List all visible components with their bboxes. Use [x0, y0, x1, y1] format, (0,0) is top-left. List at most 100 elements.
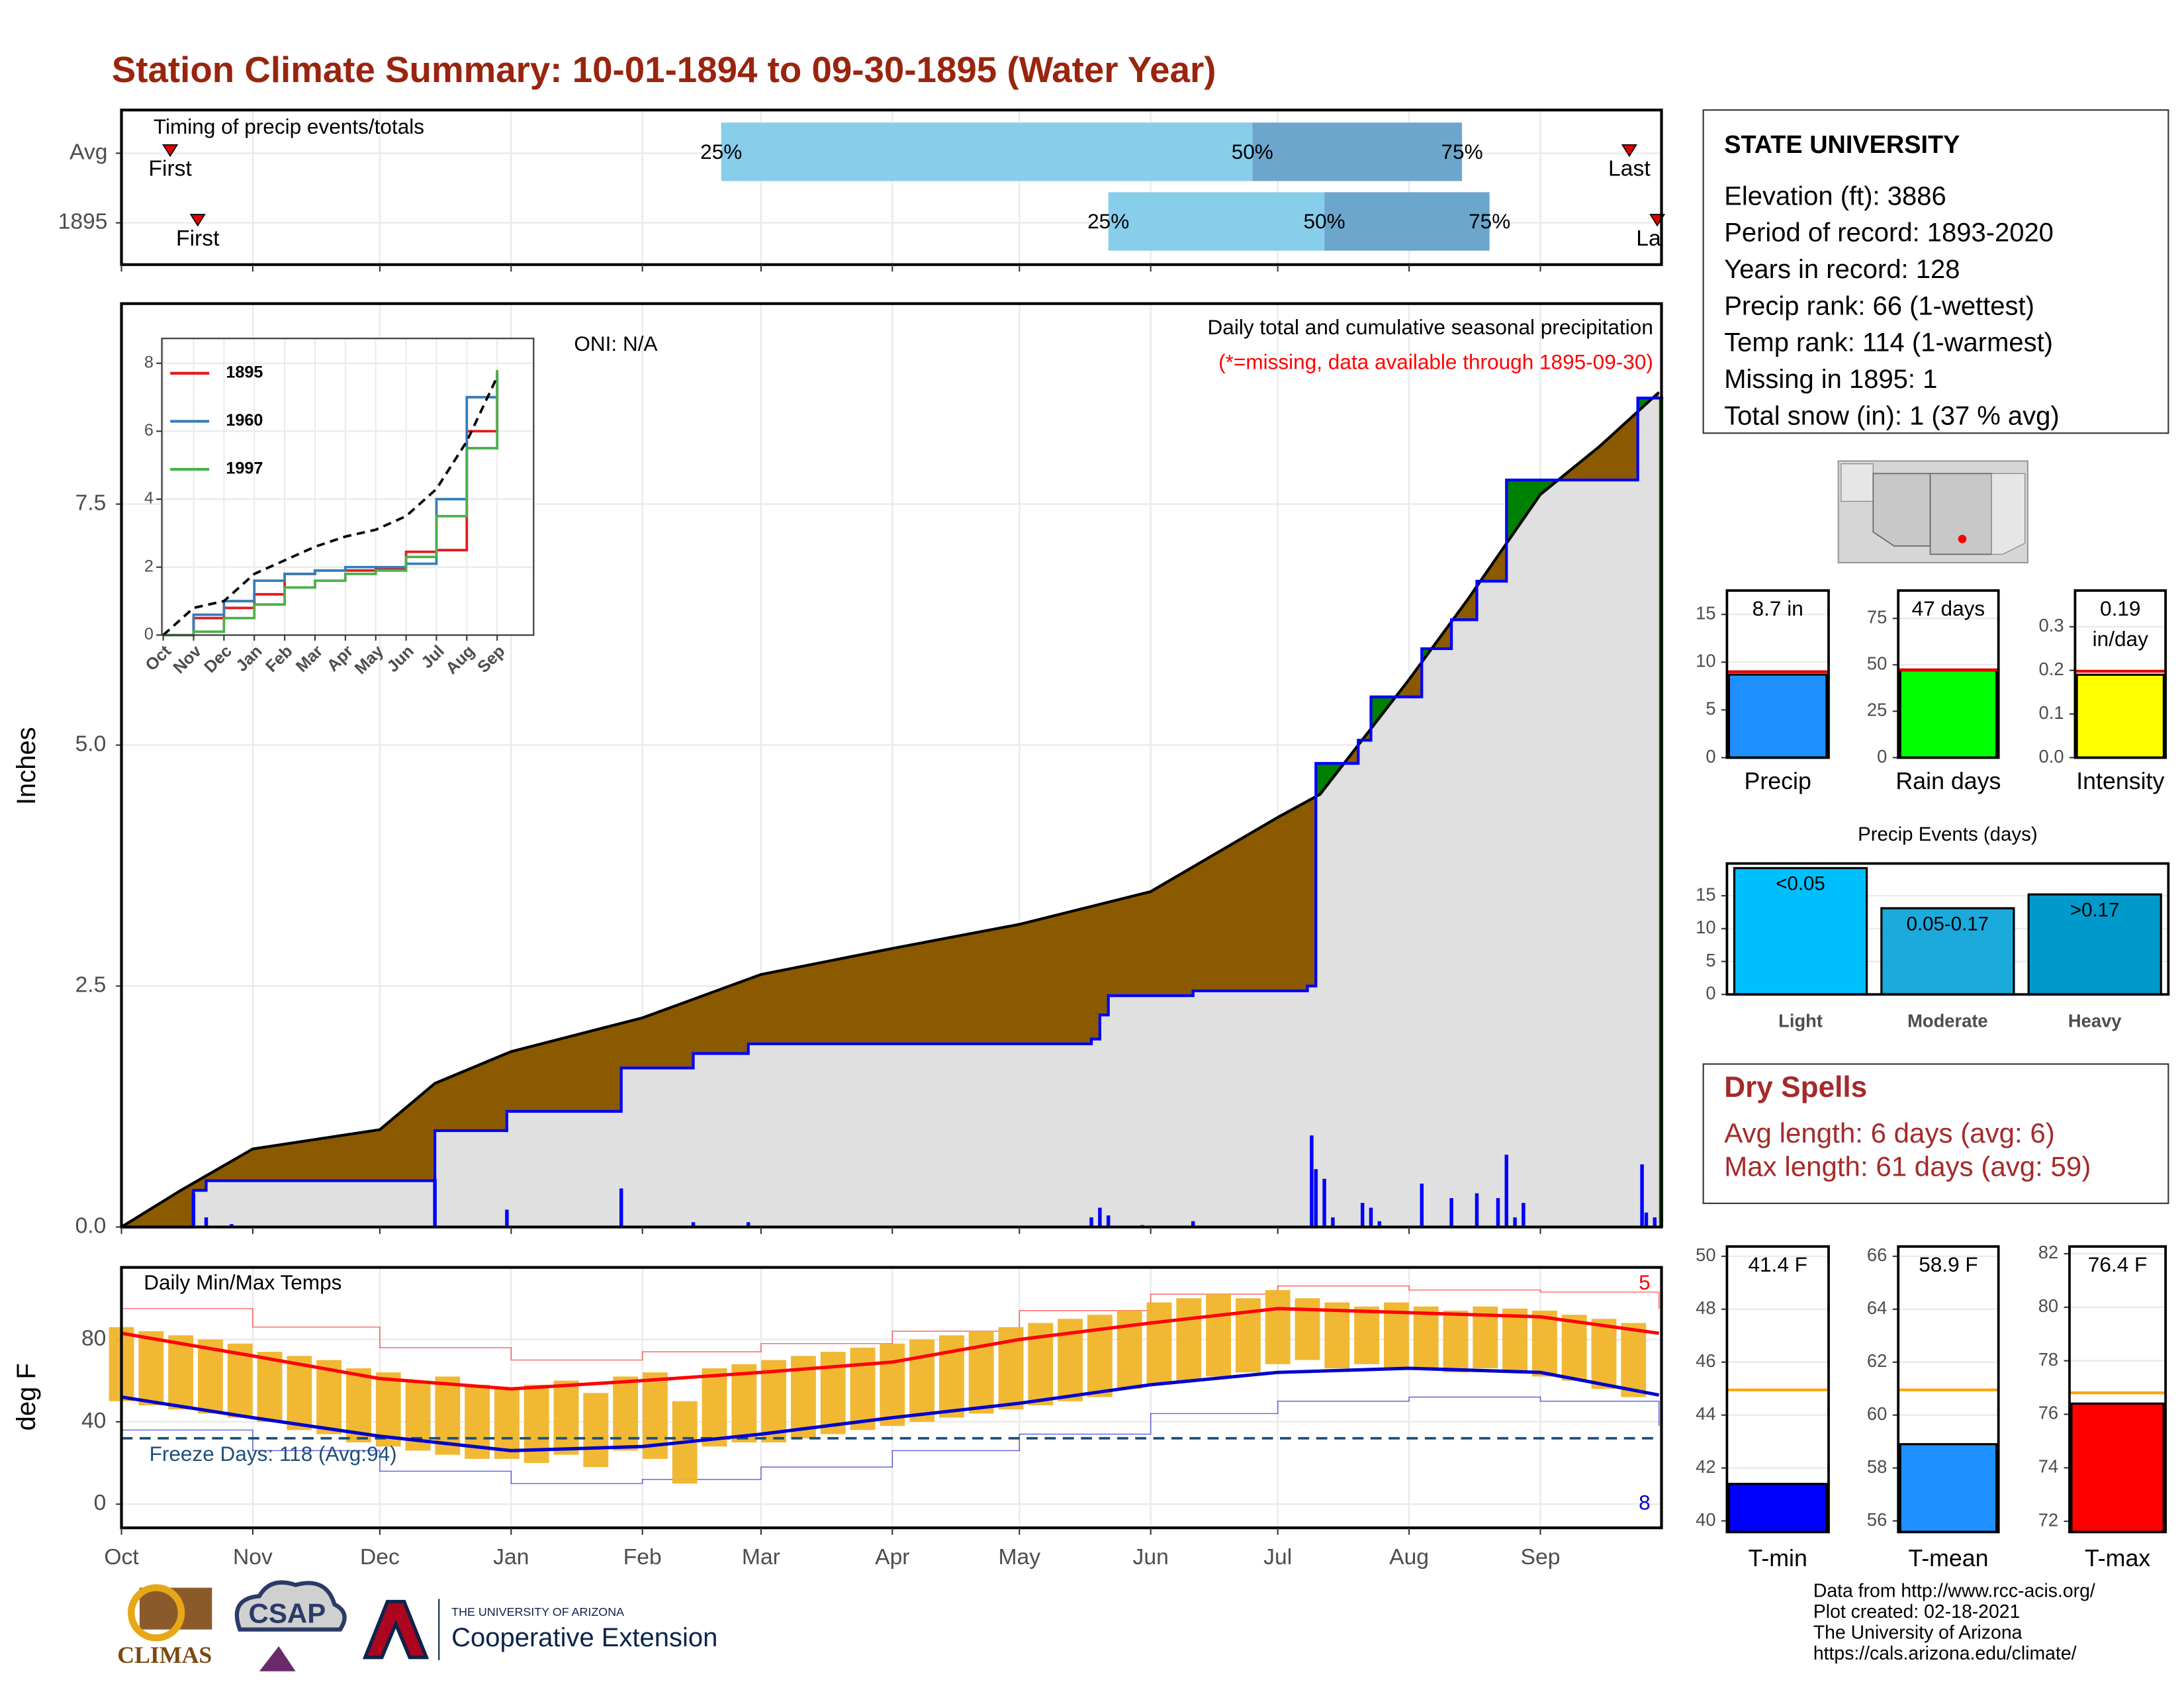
footer-line: The University of Arizona: [1813, 1622, 2023, 1643]
map-state: [1872, 473, 1931, 547]
x-tick-label: Nov: [233, 1545, 273, 1570]
bin-label: 0.05-0.17: [1906, 912, 1989, 935]
panel-subtitle: (*=missing, data available through 1895-…: [1218, 350, 1653, 373]
bar-panel-frame: [2068, 1245, 2167, 1534]
category-label: Intensity: [2076, 768, 2164, 794]
y-tick-label: 0.3: [2039, 615, 2064, 635]
temp-range-bar: [1531, 1310, 1557, 1377]
category-label: Heavy: [2068, 1011, 2122, 1031]
daily-bar: [505, 1209, 509, 1227]
temp-range-bar: [1324, 1302, 1350, 1369]
temp-range-bar: [1413, 1306, 1439, 1369]
y-tick-label: 2.5: [75, 972, 107, 997]
value-label: 47 days: [1911, 597, 1985, 622]
y-tick-label: 2: [144, 557, 154, 575]
y-tick-label: 44: [1696, 1403, 1715, 1424]
daily-bar: [204, 1217, 208, 1227]
inset-average-line: [162, 376, 498, 636]
observed-area: [121, 398, 1659, 1227]
bar-panel-frame: [1897, 589, 2000, 759]
daily-bar: [1322, 1178, 1326, 1227]
dry-spells-detail: Avg length: 6 days (avg: 6): [1724, 1117, 2055, 1149]
bar: [1899, 1443, 1998, 1533]
bar: [1727, 1483, 1828, 1533]
y-tick-label: 40: [1696, 1509, 1715, 1530]
y-tick-label: 78: [2038, 1349, 2058, 1370]
value-label-box: 0.19 in/day: [2093, 598, 2148, 652]
daily-bar: [1310, 1135, 1314, 1227]
x-tick-label: Mar: [742, 1545, 780, 1570]
temp-range-bar: [731, 1364, 757, 1442]
bin-label-box: <0.05: [1776, 872, 1825, 895]
normal-high-line: [121, 1307, 1660, 1391]
climas-emblem: [128, 1584, 185, 1642]
value-label: 8.7 in: [1752, 597, 1803, 622]
event-marker: [189, 214, 206, 227]
y-tick-label: 0.0: [2039, 746, 2064, 767]
temp-range-bar: [1561, 1315, 1587, 1381]
station-detail: Missing in 1895: 1: [1724, 365, 1937, 394]
daily-bar: [1653, 1217, 1657, 1227]
panel-frame: [120, 109, 1663, 266]
bar: [1733, 867, 1868, 996]
page-title: Station Climate Summary: 10-01-1894 to 0…: [112, 49, 1216, 90]
ua-small-logo: THE UNIVERSITY OF ARIZONA: [451, 1605, 624, 1618]
daily-bar: [1420, 1184, 1424, 1227]
y-tick-label: 1895: [58, 210, 108, 234]
y-tick-label: 75: [1867, 606, 1887, 627]
daily-bar: [1513, 1217, 1517, 1227]
category-label: T-max: [2085, 1545, 2150, 1571]
oni-label: ONI: N/A: [574, 332, 657, 355]
temp-range-bar: [168, 1335, 194, 1410]
bar-panel-frame: [1725, 1245, 1830, 1534]
y-tick-label: 8: [144, 353, 154, 371]
y-tick-label: 72: [2038, 1509, 2058, 1530]
record-high-line: [121, 1285, 1660, 1361]
temp-range-bar: [1443, 1310, 1469, 1373]
category-label: Light: [1778, 1011, 1823, 1031]
bar-panel-frame: [1897, 1245, 2000, 1534]
temp-range-bar: [553, 1380, 579, 1455]
temp-range-bar: [138, 1331, 164, 1405]
quartile-label: 25%: [1087, 209, 1129, 233]
dry-spells-detail: Max length: 61 days (avg: 59): [1724, 1150, 2091, 1182]
map-state: [1991, 473, 2026, 555]
y-tick-label: 46: [1696, 1350, 1715, 1371]
y-tick-label: 5.0: [75, 731, 107, 756]
daily-bar: [619, 1188, 623, 1227]
x-tick-label: Sep: [1521, 1545, 1561, 1570]
y-tick-label: 74: [2038, 1456, 2058, 1477]
value-label-box: 58.9 F: [1919, 1253, 1978, 1278]
ua-block-a: [362, 1599, 430, 1660]
category-label: T-min: [1749, 1545, 1807, 1571]
event-label: First: [148, 157, 192, 181]
bar: [2070, 1402, 2165, 1533]
climas-logo: CLIMAS: [117, 1642, 212, 1668]
y-tick-label: 5: [1706, 950, 1715, 970]
temp-range-bar: [1502, 1308, 1528, 1373]
y-tick-label: 7.5: [75, 491, 107, 515]
y-tick-label: 25: [1867, 700, 1887, 720]
station-location: [1958, 534, 1967, 543]
quartile-label: 50%: [1304, 209, 1345, 233]
daily-bar: [1475, 1193, 1479, 1227]
ua-large-logo: Cooperative Extension: [451, 1623, 717, 1652]
footer-line: https://cals.arizona.edu/climate/: [1813, 1643, 2077, 1664]
x-tick-label: Feb: [623, 1545, 662, 1570]
value-label: 58.9 F: [1919, 1253, 1978, 1278]
temp-range-bar: [494, 1389, 520, 1459]
quartile-label: 50%: [1232, 140, 1273, 164]
temp-range-bar: [1206, 1294, 1232, 1377]
temp-range-bar: [702, 1368, 727, 1447]
y-tick-label: 6: [144, 421, 154, 440]
bar: [2027, 893, 2162, 996]
temp-range-bar: [1591, 1319, 1617, 1389]
temp-range-bar: [820, 1352, 846, 1434]
category-label: Rain days: [1895, 768, 2001, 794]
bar-panel-frame: [1725, 862, 2170, 996]
daily-bar: [746, 1222, 751, 1227]
category-label: T-mean: [1908, 1545, 1988, 1571]
bar-panel-title: Precip Events (days): [1858, 823, 2038, 845]
event-marker: [162, 144, 179, 158]
quartile-bar: [1108, 192, 1325, 251]
